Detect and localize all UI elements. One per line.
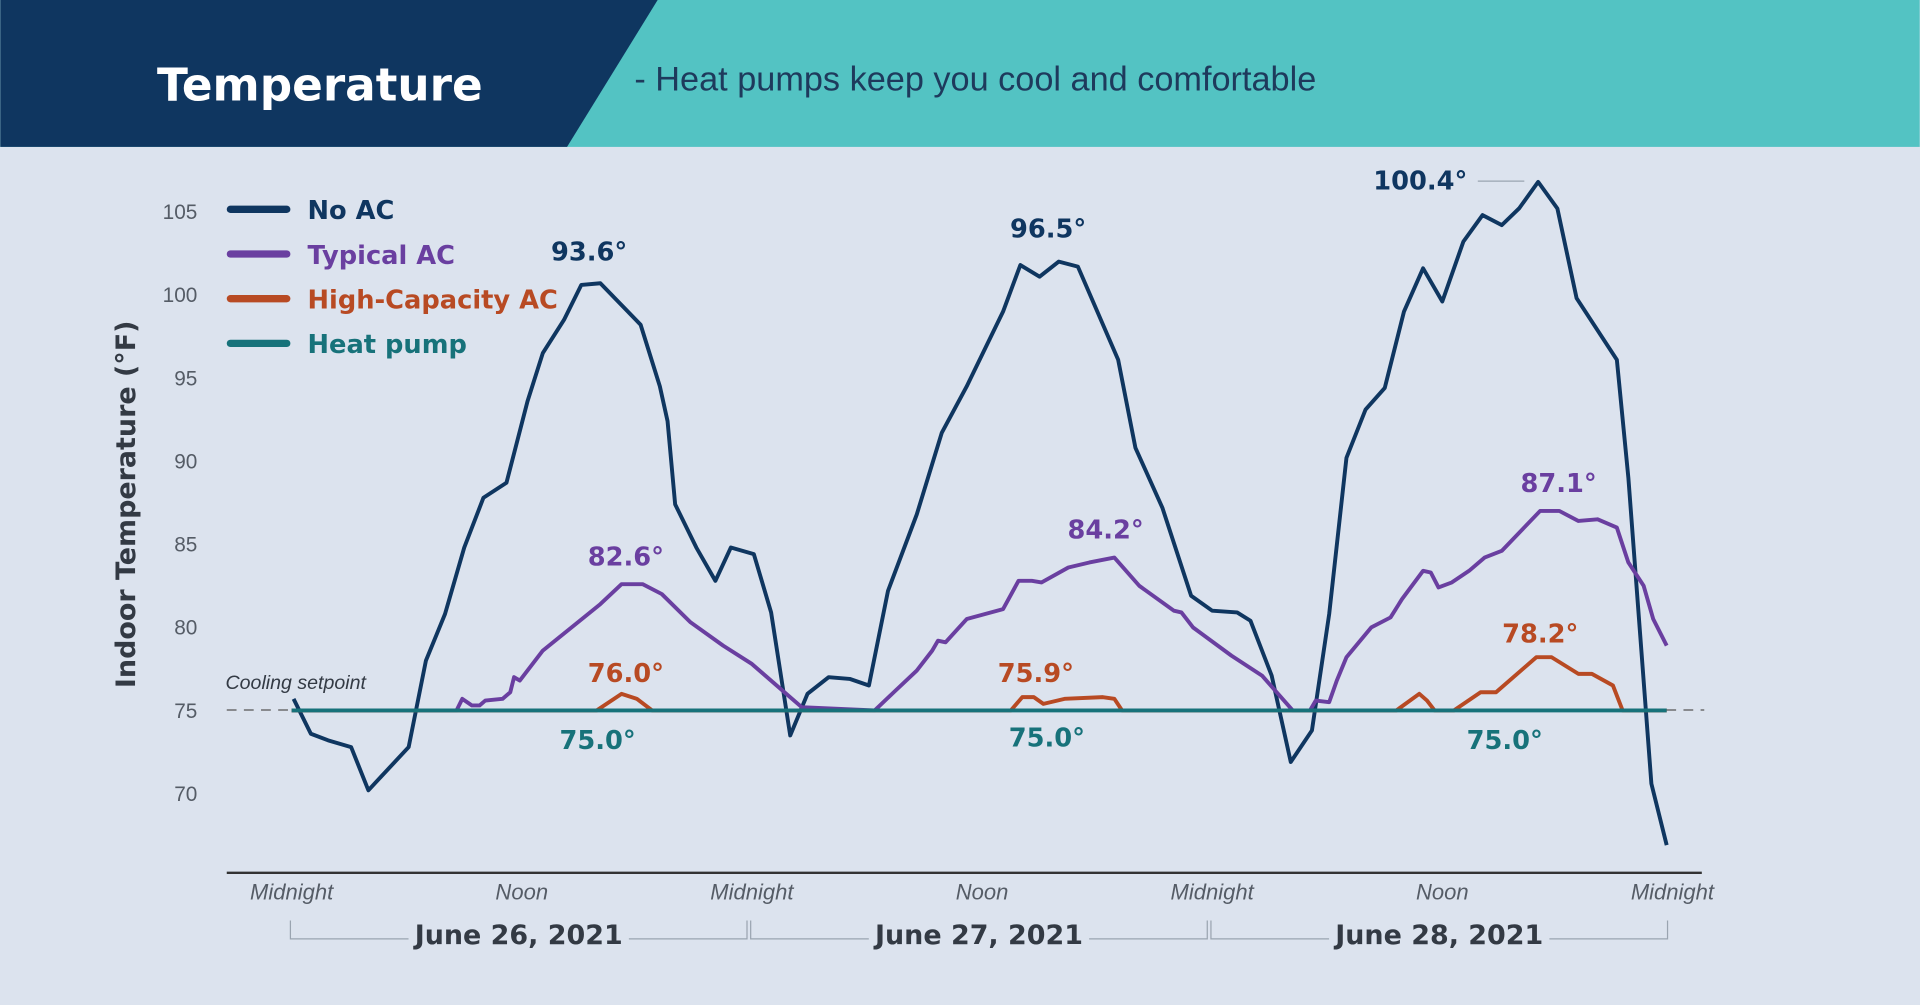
legend-label: No AC — [308, 196, 395, 226]
day-label: June 28, 2021 — [1333, 920, 1543, 951]
x-tick-label: Midnight — [710, 880, 794, 905]
peak-annotation: 75.0° — [1467, 726, 1543, 756]
series-line-typical-ac — [291, 508, 1669, 713]
y-tick-label: 95 — [174, 367, 197, 390]
x-tick-label: Noon — [1416, 880, 1469, 905]
legend-label: High-Capacity AC — [308, 285, 558, 315]
day-bracket — [289, 920, 748, 940]
peak-annotation: 75.0° — [560, 726, 636, 756]
peak-annotation: 100.4° — [1373, 167, 1467, 197]
x-tick-label: Noon — [495, 880, 548, 905]
peak-annotation: 82.6° — [588, 543, 664, 573]
series-line-no-ac — [291, 179, 1669, 846]
y-tick-label: 85 — [174, 534, 197, 557]
peak-annotation: 93.6° — [551, 238, 627, 268]
peak-annotation: 96.5° — [1010, 214, 1086, 244]
legend-label: Heat pump — [308, 330, 467, 360]
x-tick-label: Midnight — [1171, 880, 1255, 905]
legend-label: Typical AC — [308, 241, 455, 271]
peak-annotation: 87.1° — [1520, 469, 1596, 499]
y-tick-label: 90 — [174, 450, 197, 473]
y-tick-label: 100 — [163, 284, 198, 307]
page-subtitle: - Heat pumps keep you cool and comfortab… — [634, 61, 1316, 99]
y-tick-label: 75 — [174, 700, 197, 723]
day-bracket — [750, 920, 1208, 940]
page-title: Temperature — [157, 58, 483, 111]
setpoint-label: Cooling setpoint — [226, 672, 368, 694]
y-tick-label: 80 — [174, 617, 197, 640]
x-tick-label: Midnight — [1631, 880, 1715, 905]
title-banner — [0, 0, 658, 147]
peak-annotation: 84.2° — [1068, 516, 1144, 546]
x-tick-label: Midnight — [250, 880, 334, 905]
y-axis-label: Indoor Temperature (°F) — [111, 321, 142, 689]
day-label: June 27, 2021 — [873, 920, 1083, 951]
x-tick-label: Noon — [956, 880, 1009, 905]
peak-annotation: 78.2° — [1502, 620, 1578, 650]
day-label: June 26, 2021 — [413, 920, 623, 951]
y-tick-label: 105 — [163, 201, 198, 224]
peak-annotation: 76.0° — [588, 659, 664, 689]
peak-annotation: 75.0° — [1009, 724, 1085, 754]
peak-annotation: 75.9° — [998, 659, 1074, 689]
y-tick-label: 70 — [174, 783, 197, 806]
day-bracket — [1210, 920, 1669, 940]
